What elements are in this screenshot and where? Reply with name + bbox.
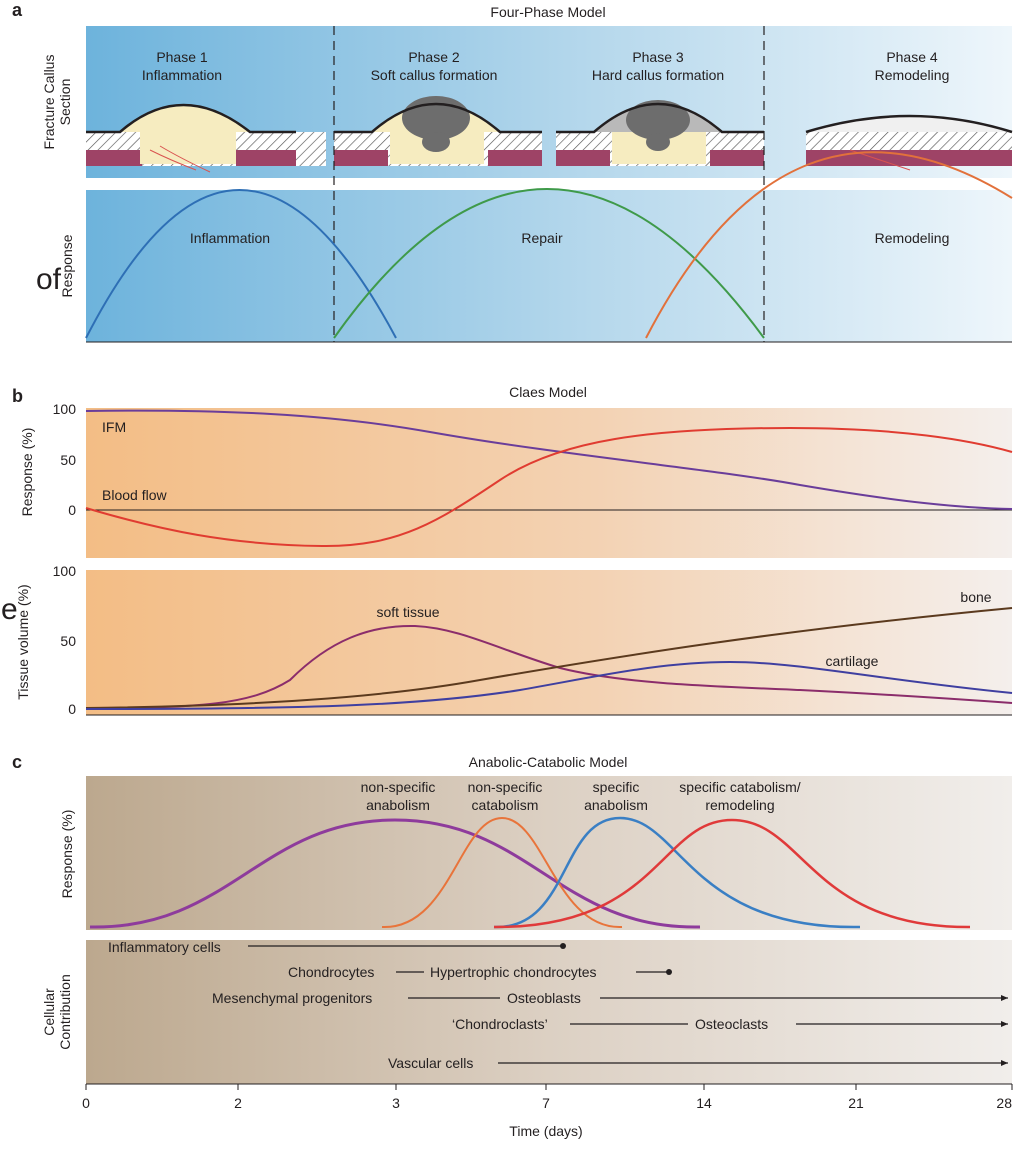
cell-osteoblasts: Osteoblasts bbox=[507, 990, 581, 1006]
callus-axis-label-line2: Section bbox=[57, 79, 73, 126]
curve-label-2-line1: non-specific bbox=[468, 779, 543, 795]
phase-4-name: Phase 4 bbox=[886, 49, 938, 65]
x-axis-label: Time (days) bbox=[509, 1123, 582, 1139]
cellular-axis-label-line2: Contribution bbox=[57, 974, 73, 1050]
panel-c-title: Anabolic-Catabolic Model bbox=[469, 754, 628, 770]
x-tick-0: 0 bbox=[82, 1095, 90, 1111]
claes-tissue-background bbox=[86, 570, 1012, 715]
curve-label-4-line2: remodeling bbox=[705, 797, 774, 813]
curve-label-1-line2: anabolism bbox=[366, 797, 430, 813]
curve-label-2-line2: catabolism bbox=[472, 797, 539, 813]
panel-c-letter: c bbox=[12, 752, 22, 772]
stray-text-e: e bbox=[1, 593, 18, 626]
bottom-ytick-50: 50 bbox=[60, 633, 76, 649]
claes-top-ylabel: Response (%) bbox=[19, 428, 35, 517]
curve-label-4-line1: specific catabolism/ bbox=[679, 779, 800, 795]
callus-axis-label-line1: Fracture Callus bbox=[41, 55, 57, 150]
bone-curve bbox=[85, 607, 1013, 709]
curve-label-3-line2: anabolism bbox=[584, 797, 648, 813]
panel-b-letter: b bbox=[12, 386, 23, 406]
inflammation-curve-label: Inflammation bbox=[190, 230, 270, 246]
panel-b-title: Claes Model bbox=[509, 384, 587, 400]
repair-curve bbox=[333, 188, 765, 339]
claes-bottom-ylabel: Tissue volume (%) bbox=[15, 584, 31, 699]
cell-mesenchymal: Mesenchymal progenitors bbox=[212, 990, 372, 1006]
nonspecific-catabolism-curve bbox=[381, 816, 623, 929]
bottom-ytick-100: 100 bbox=[53, 563, 77, 579]
cell-vascular: Vascular cells bbox=[388, 1055, 473, 1071]
x-tick-7: 7 bbox=[542, 1095, 550, 1111]
x-tick-3: 3 bbox=[392, 1095, 400, 1111]
x-tick-21: 21 bbox=[848, 1095, 864, 1111]
nonspecific-anabolism-curve bbox=[89, 818, 701, 929]
phase-1-desc: Inflammation bbox=[142, 67, 222, 83]
panel-c-ylabel: Response (%) bbox=[59, 810, 75, 899]
x-axis-ticks bbox=[85, 1084, 1013, 1090]
top-ytick-50: 50 bbox=[60, 452, 76, 468]
soft-tissue-label: soft tissue bbox=[376, 604, 439, 620]
repair-curve-label: Repair bbox=[521, 230, 563, 246]
phase-4-desc: Remodeling bbox=[875, 67, 950, 83]
x-tick-14: 14 bbox=[696, 1095, 712, 1111]
remodeling-curve bbox=[645, 151, 1013, 339]
panel-a-letter: a bbox=[12, 0, 23, 20]
cell-osteoclasts: Osteoclasts bbox=[695, 1016, 768, 1032]
claes-response-background bbox=[86, 408, 1012, 558]
panel-a: a Four-Phase Model Fracture Callus Secti… bbox=[12, 0, 1013, 343]
remodeling-curve-label: Remodeling bbox=[875, 230, 950, 246]
cell-chondrocytes: Chondrocytes bbox=[288, 964, 374, 980]
x-tick-28: 28 bbox=[996, 1095, 1012, 1111]
cell-inflammatory: Inflammatory cells bbox=[108, 939, 221, 955]
ifm-label: IFM bbox=[102, 419, 126, 435]
panel-c: c Anabolic-Catabolic Model Response (%) … bbox=[12, 752, 1013, 1139]
callus-illustration-phase-4 bbox=[805, 114, 1013, 171]
phase-2-desc: Soft callus formation bbox=[371, 67, 498, 83]
panel-a-title: Four-Phase Model bbox=[490, 4, 605, 20]
bone-label: bone bbox=[960, 589, 991, 605]
curve-label-1-line1: non-specific bbox=[361, 779, 436, 795]
cartilage-curve bbox=[85, 660, 1013, 710]
cellular-axis-label-line1: Cellular bbox=[41, 988, 57, 1036]
response-plot-background bbox=[86, 190, 1012, 342]
soft-tissue-curve bbox=[85, 624, 1013, 709]
top-ytick-0: 0 bbox=[68, 502, 76, 518]
x-tick-2: 2 bbox=[234, 1095, 242, 1111]
inflammatory-end-dot bbox=[560, 943, 566, 949]
blood-flow-label: Blood flow bbox=[102, 487, 167, 503]
callus-illustration-phase-3 bbox=[556, 100, 764, 166]
specific-anabolism-curve bbox=[493, 816, 861, 929]
top-ytick-100: 100 bbox=[53, 401, 77, 417]
cellular-contribution-background bbox=[86, 940, 1012, 1084]
hypertrophic-end-dot bbox=[666, 969, 672, 975]
phase-3-desc: Hard callus formation bbox=[592, 67, 724, 83]
callus-illustration-phase-2 bbox=[334, 96, 542, 166]
panel-b: b Claes Model Response (%) 100 50 0 IFM … bbox=[1, 384, 1013, 717]
blood-flow-curve bbox=[85, 426, 1013, 548]
curve-label-3-line1: specific bbox=[593, 779, 640, 795]
cell-hypertrophic: Hypertrophic chondrocytes bbox=[430, 964, 597, 980]
bottom-ytick-0: 0 bbox=[68, 701, 76, 717]
stray-text-of: of bbox=[36, 263, 62, 296]
inflammation-curve bbox=[85, 189, 397, 339]
anabolic-catabolic-background bbox=[86, 776, 1012, 930]
specific-catabolism-curve bbox=[493, 818, 971, 929]
phase-2-name: Phase 2 bbox=[408, 49, 460, 65]
phase-3-name: Phase 3 bbox=[632, 49, 684, 65]
ifm-curve bbox=[85, 409, 1013, 510]
callus-illustration-phase-1 bbox=[86, 103, 326, 173]
phase-1-name: Phase 1 bbox=[156, 49, 208, 65]
cartilage-label: cartilage bbox=[826, 653, 879, 669]
cell-chondroclasts: ‘Chondroclasts’ bbox=[452, 1016, 548, 1032]
response-axis-label: Response bbox=[59, 234, 75, 297]
